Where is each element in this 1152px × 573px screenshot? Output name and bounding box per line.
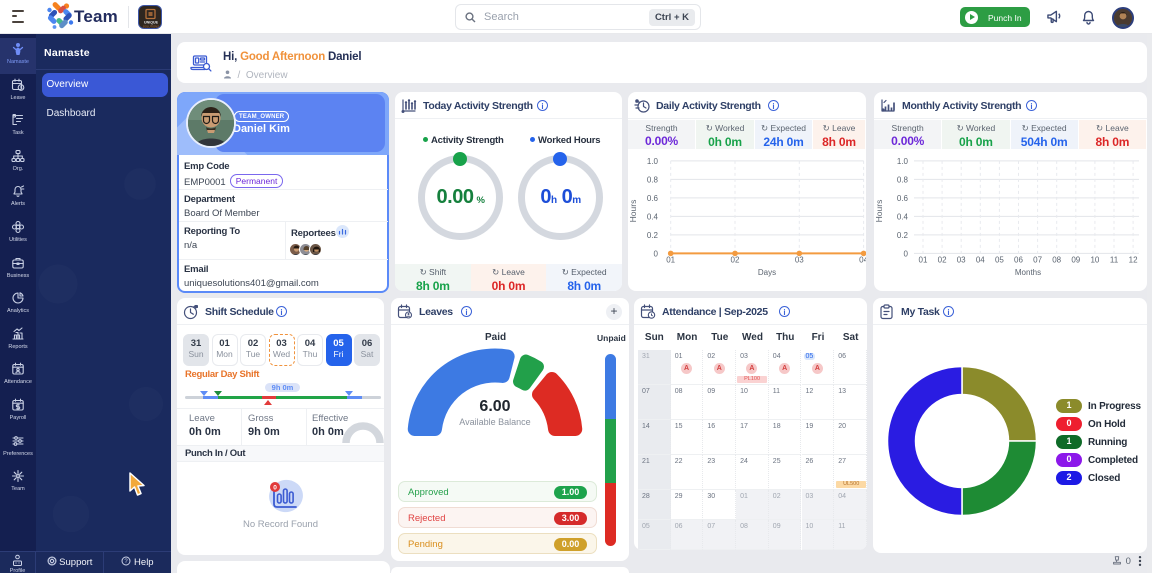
svg-text:0: 0 bbox=[904, 249, 909, 258]
svg-text:1.0: 1.0 bbox=[897, 157, 909, 166]
svg-text:0.6: 0.6 bbox=[647, 194, 659, 203]
svg-text:10: 10 bbox=[1090, 256, 1099, 265]
svg-text:0.4: 0.4 bbox=[897, 212, 909, 221]
svg-text:0.2: 0.2 bbox=[647, 231, 659, 240]
svg-text:0.2: 0.2 bbox=[897, 231, 909, 240]
svg-text:0.8: 0.8 bbox=[647, 175, 659, 184]
svg-text:04: 04 bbox=[976, 256, 985, 265]
svg-text:02: 02 bbox=[731, 256, 740, 265]
svg-text:07: 07 bbox=[1033, 256, 1042, 265]
svg-text:05: 05 bbox=[995, 256, 1004, 265]
svg-text:1.0: 1.0 bbox=[647, 157, 659, 166]
svg-text:12: 12 bbox=[1129, 256, 1138, 265]
svg-text:?: ? bbox=[125, 559, 129, 565]
svg-text:UNIQUE: UNIQUE bbox=[144, 20, 159, 24]
svg-text:08: 08 bbox=[1052, 256, 1061, 265]
svg-text:03: 03 bbox=[795, 256, 804, 265]
svg-text:Months: Months bbox=[1015, 268, 1041, 277]
svg-text:0.4: 0.4 bbox=[647, 212, 659, 221]
svg-text:0: 0 bbox=[273, 485, 277, 492]
svg-text:0.6: 0.6 bbox=[897, 194, 909, 203]
svg-text:Days: Days bbox=[758, 268, 776, 277]
svg-text:0.8: 0.8 bbox=[897, 175, 909, 184]
svg-text:03: 03 bbox=[957, 256, 966, 265]
svg-text:SOLUTIONS: SOLUTIONS bbox=[142, 24, 158, 28]
svg-text:02: 02 bbox=[938, 256, 947, 265]
svg-text:Hours: Hours bbox=[874, 200, 884, 223]
svg-text:0: 0 bbox=[654, 249, 659, 258]
svg-text:01: 01 bbox=[666, 256, 675, 265]
svg-text:11: 11 bbox=[1110, 256, 1119, 265]
svg-text:Hours: Hours bbox=[628, 200, 638, 223]
svg-text:01: 01 bbox=[919, 256, 928, 265]
svg-text:09: 09 bbox=[1071, 256, 1080, 265]
svg-text:06: 06 bbox=[1014, 256, 1023, 265]
svg-text:04: 04 bbox=[859, 256, 866, 265]
